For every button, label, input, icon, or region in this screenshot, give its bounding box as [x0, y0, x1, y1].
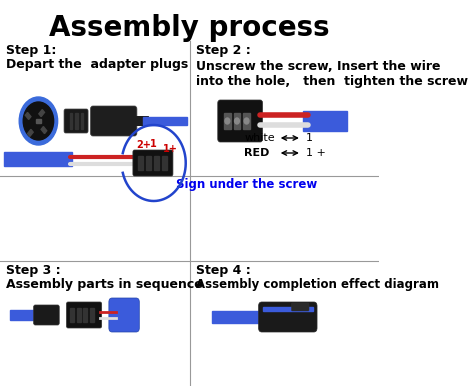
- Bar: [25, 112, 31, 119]
- Circle shape: [225, 118, 230, 124]
- Bar: [70, 113, 72, 129]
- Text: white: white: [244, 133, 275, 143]
- Bar: [234, 113, 240, 129]
- Text: Step 1:: Step 1:: [7, 44, 57, 57]
- Text: RED: RED: [244, 148, 270, 158]
- Bar: [138, 156, 143, 170]
- Text: Assembly process: Assembly process: [49, 14, 330, 42]
- Bar: [9, 310, 37, 320]
- Bar: [75, 113, 78, 129]
- Text: Unscrew the screw, Insert the wire: Unscrew the screw, Insert the wire: [196, 60, 441, 73]
- Bar: [41, 127, 47, 134]
- FancyBboxPatch shape: [259, 302, 317, 332]
- Text: 1+: 1+: [164, 144, 178, 154]
- FancyBboxPatch shape: [218, 100, 263, 142]
- Text: Step 3 :: Step 3 :: [7, 264, 61, 277]
- FancyBboxPatch shape: [91, 106, 137, 136]
- Bar: [224, 113, 230, 129]
- Text: Assembly completion effect diagram: Assembly completion effect diagram: [196, 278, 439, 291]
- Bar: [212, 311, 268, 323]
- Bar: [77, 308, 81, 322]
- Text: 1: 1: [306, 133, 313, 143]
- Circle shape: [235, 118, 239, 124]
- Bar: [146, 156, 151, 170]
- Bar: [264, 307, 313, 311]
- FancyBboxPatch shape: [109, 298, 139, 332]
- FancyBboxPatch shape: [292, 303, 309, 311]
- Bar: [143, 117, 187, 125]
- Text: 2+: 2+: [136, 140, 151, 150]
- Text: Depart the  adapter plugs: Depart the adapter plugs: [7, 58, 189, 71]
- Bar: [83, 308, 87, 322]
- Circle shape: [19, 97, 58, 145]
- Text: Assembly parts in sequence: Assembly parts in sequence: [7, 278, 203, 291]
- Bar: [81, 113, 83, 129]
- FancyBboxPatch shape: [133, 150, 173, 176]
- FancyArrow shape: [135, 116, 155, 126]
- Circle shape: [244, 118, 249, 124]
- Text: 1 +: 1 +: [306, 148, 326, 158]
- FancyBboxPatch shape: [34, 305, 59, 325]
- Circle shape: [23, 102, 54, 140]
- Bar: [27, 129, 33, 136]
- Bar: [243, 113, 250, 129]
- Bar: [90, 308, 94, 322]
- Text: Step 2 :: Step 2 :: [196, 44, 251, 57]
- Text: Step 4 :: Step 4 :: [196, 264, 251, 277]
- Bar: [162, 156, 167, 170]
- Text: Sign under the screw: Sign under the screw: [176, 178, 318, 191]
- Bar: [4, 152, 72, 166]
- Bar: [39, 110, 45, 117]
- Bar: [154, 156, 159, 170]
- FancyBboxPatch shape: [66, 302, 102, 328]
- Text: 1: 1: [150, 139, 156, 149]
- Bar: [36, 119, 41, 123]
- FancyBboxPatch shape: [64, 109, 88, 133]
- Bar: [71, 308, 74, 322]
- Bar: [302, 111, 346, 131]
- Text: into the hole,   then  tighten the screw: into the hole, then tighten the screw: [196, 75, 468, 88]
